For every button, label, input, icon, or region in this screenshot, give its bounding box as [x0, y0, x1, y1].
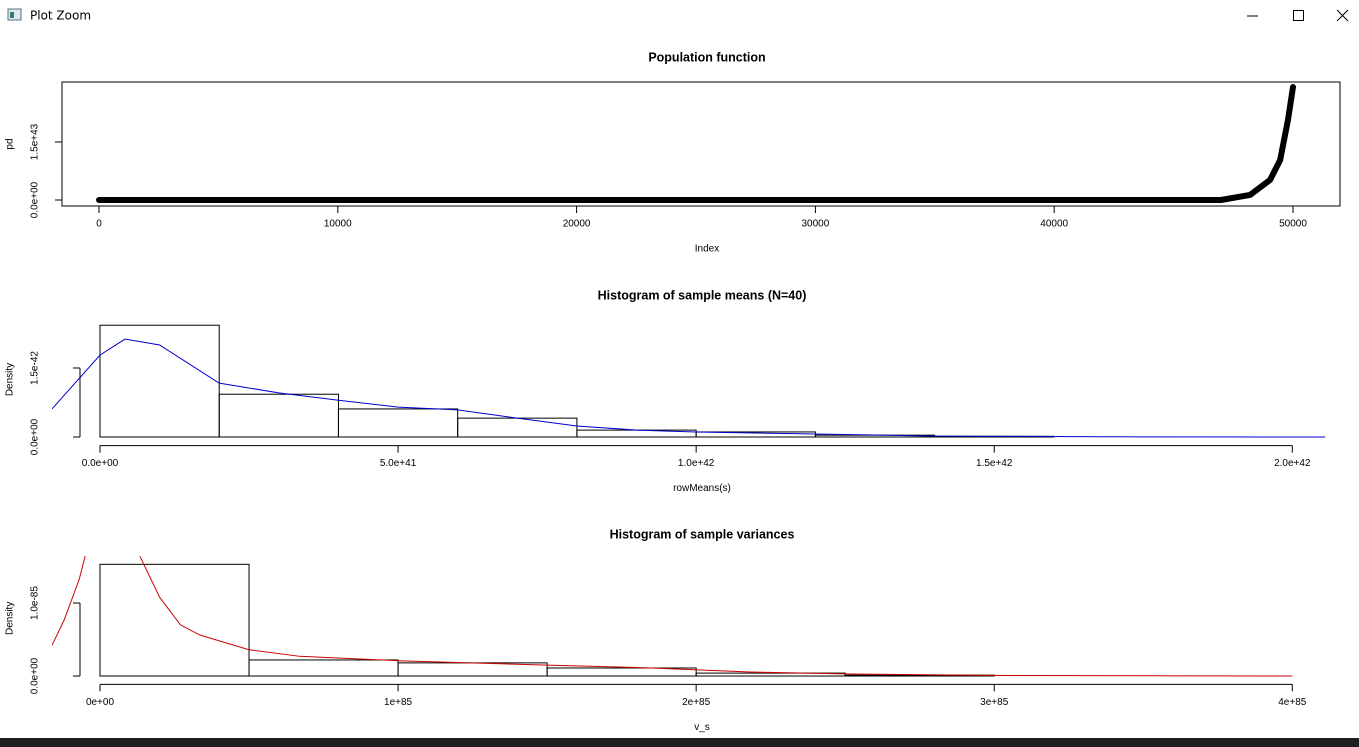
x-tick-label: 20000	[563, 219, 591, 230]
histogram-bar	[546, 667, 697, 677]
x-tick-label: 1e+85	[384, 697, 413, 708]
y-tick-label: 0.0e+00	[30, 418, 41, 455]
y-axis-label: Density	[5, 363, 16, 396]
close-button[interactable]	[1320, 0, 1359, 32]
y-tick-label: 1.5e-42	[30, 351, 41, 385]
x-tick-label: 40000	[1040, 219, 1068, 230]
histogram-bar	[99, 324, 220, 438]
x-tick-label: 3e+85	[980, 697, 1009, 708]
x-tick-label: 4e+85	[1278, 697, 1307, 708]
x-tick-label: 0e+00	[86, 697, 115, 708]
histogram-bar	[457, 417, 578, 438]
x-axis-label: Index	[695, 244, 719, 255]
plot-box	[61, 81, 1341, 207]
data-line	[96, 84, 1296, 203]
x-tick-label: 0.0e+00	[82, 458, 119, 469]
x-tick-label: 0	[96, 219, 102, 230]
x-tick-label: 30000	[801, 219, 829, 230]
histogram-bar	[337, 408, 459, 438]
x-tick-label: 1.5e+42	[976, 458, 1013, 469]
minimize-button[interactable]	[1232, 0, 1274, 32]
chart-title: Histogram of sample means (N=40)	[598, 288, 807, 302]
chart-title: Histogram of sample variances	[610, 527, 795, 541]
x-tick-label: 2.0e+42	[1274, 458, 1311, 469]
title-bar	[0, 0, 1359, 32]
histogram-bar	[248, 659, 399, 677]
histogram-bar	[99, 563, 250, 677]
x-tick-label: 1.0e+42	[678, 458, 715, 469]
window-icon	[7, 8, 22, 21]
y-axis-label: pd	[5, 138, 16, 149]
y-tick-label: 1.0e-85	[30, 586, 41, 620]
chart-title: Population function	[648, 50, 765, 64]
x-tick-label: 2e+85	[682, 697, 711, 708]
histogram-bar	[695, 672, 846, 677]
histogram-bar	[218, 393, 339, 438]
y-tick-label: 0.0e+00	[30, 181, 41, 218]
taskbar	[0, 738, 1359, 747]
window-title: Plot Zoom	[30, 9, 91, 23]
x-tick-label: 50000	[1279, 219, 1307, 230]
x-axis-label: v_s	[694, 722, 710, 733]
density-curve	[52, 338, 1326, 438]
density-curve	[52, 556, 1293, 677]
y-tick-label: 0.0e+00	[30, 657, 41, 694]
y-tick-label: 1.5e+43	[30, 123, 41, 160]
x-axis-label: rowMeans(s)	[673, 483, 731, 494]
maximize-button[interactable]	[1277, 0, 1319, 32]
y-axis-label: Density	[5, 602, 16, 635]
x-tick-label: 10000	[324, 219, 352, 230]
x-tick-label: 5.0e+41	[380, 458, 417, 469]
